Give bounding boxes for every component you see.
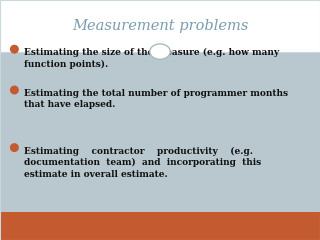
Bar [0,212,320,240]
Bar [0,52,320,212]
Text: Estimating the size of the measure (e.g. how many
function points).: Estimating the size of the measure (e.g.… [24,48,279,69]
Text: Estimating the total number of programmer months
that have elapsed.: Estimating the total number of programme… [24,89,288,109]
Ellipse shape [10,45,19,54]
Bar [0,0,320,52]
Text: Measurement problems: Measurement problems [72,19,248,33]
Ellipse shape [10,85,19,95]
Text: Estimating    contractor    productivity    (e.g.
documentation  team)  and  inc: Estimating contractor productivity (e.g.… [24,146,261,179]
Ellipse shape [10,143,19,152]
Circle shape [150,44,170,59]
